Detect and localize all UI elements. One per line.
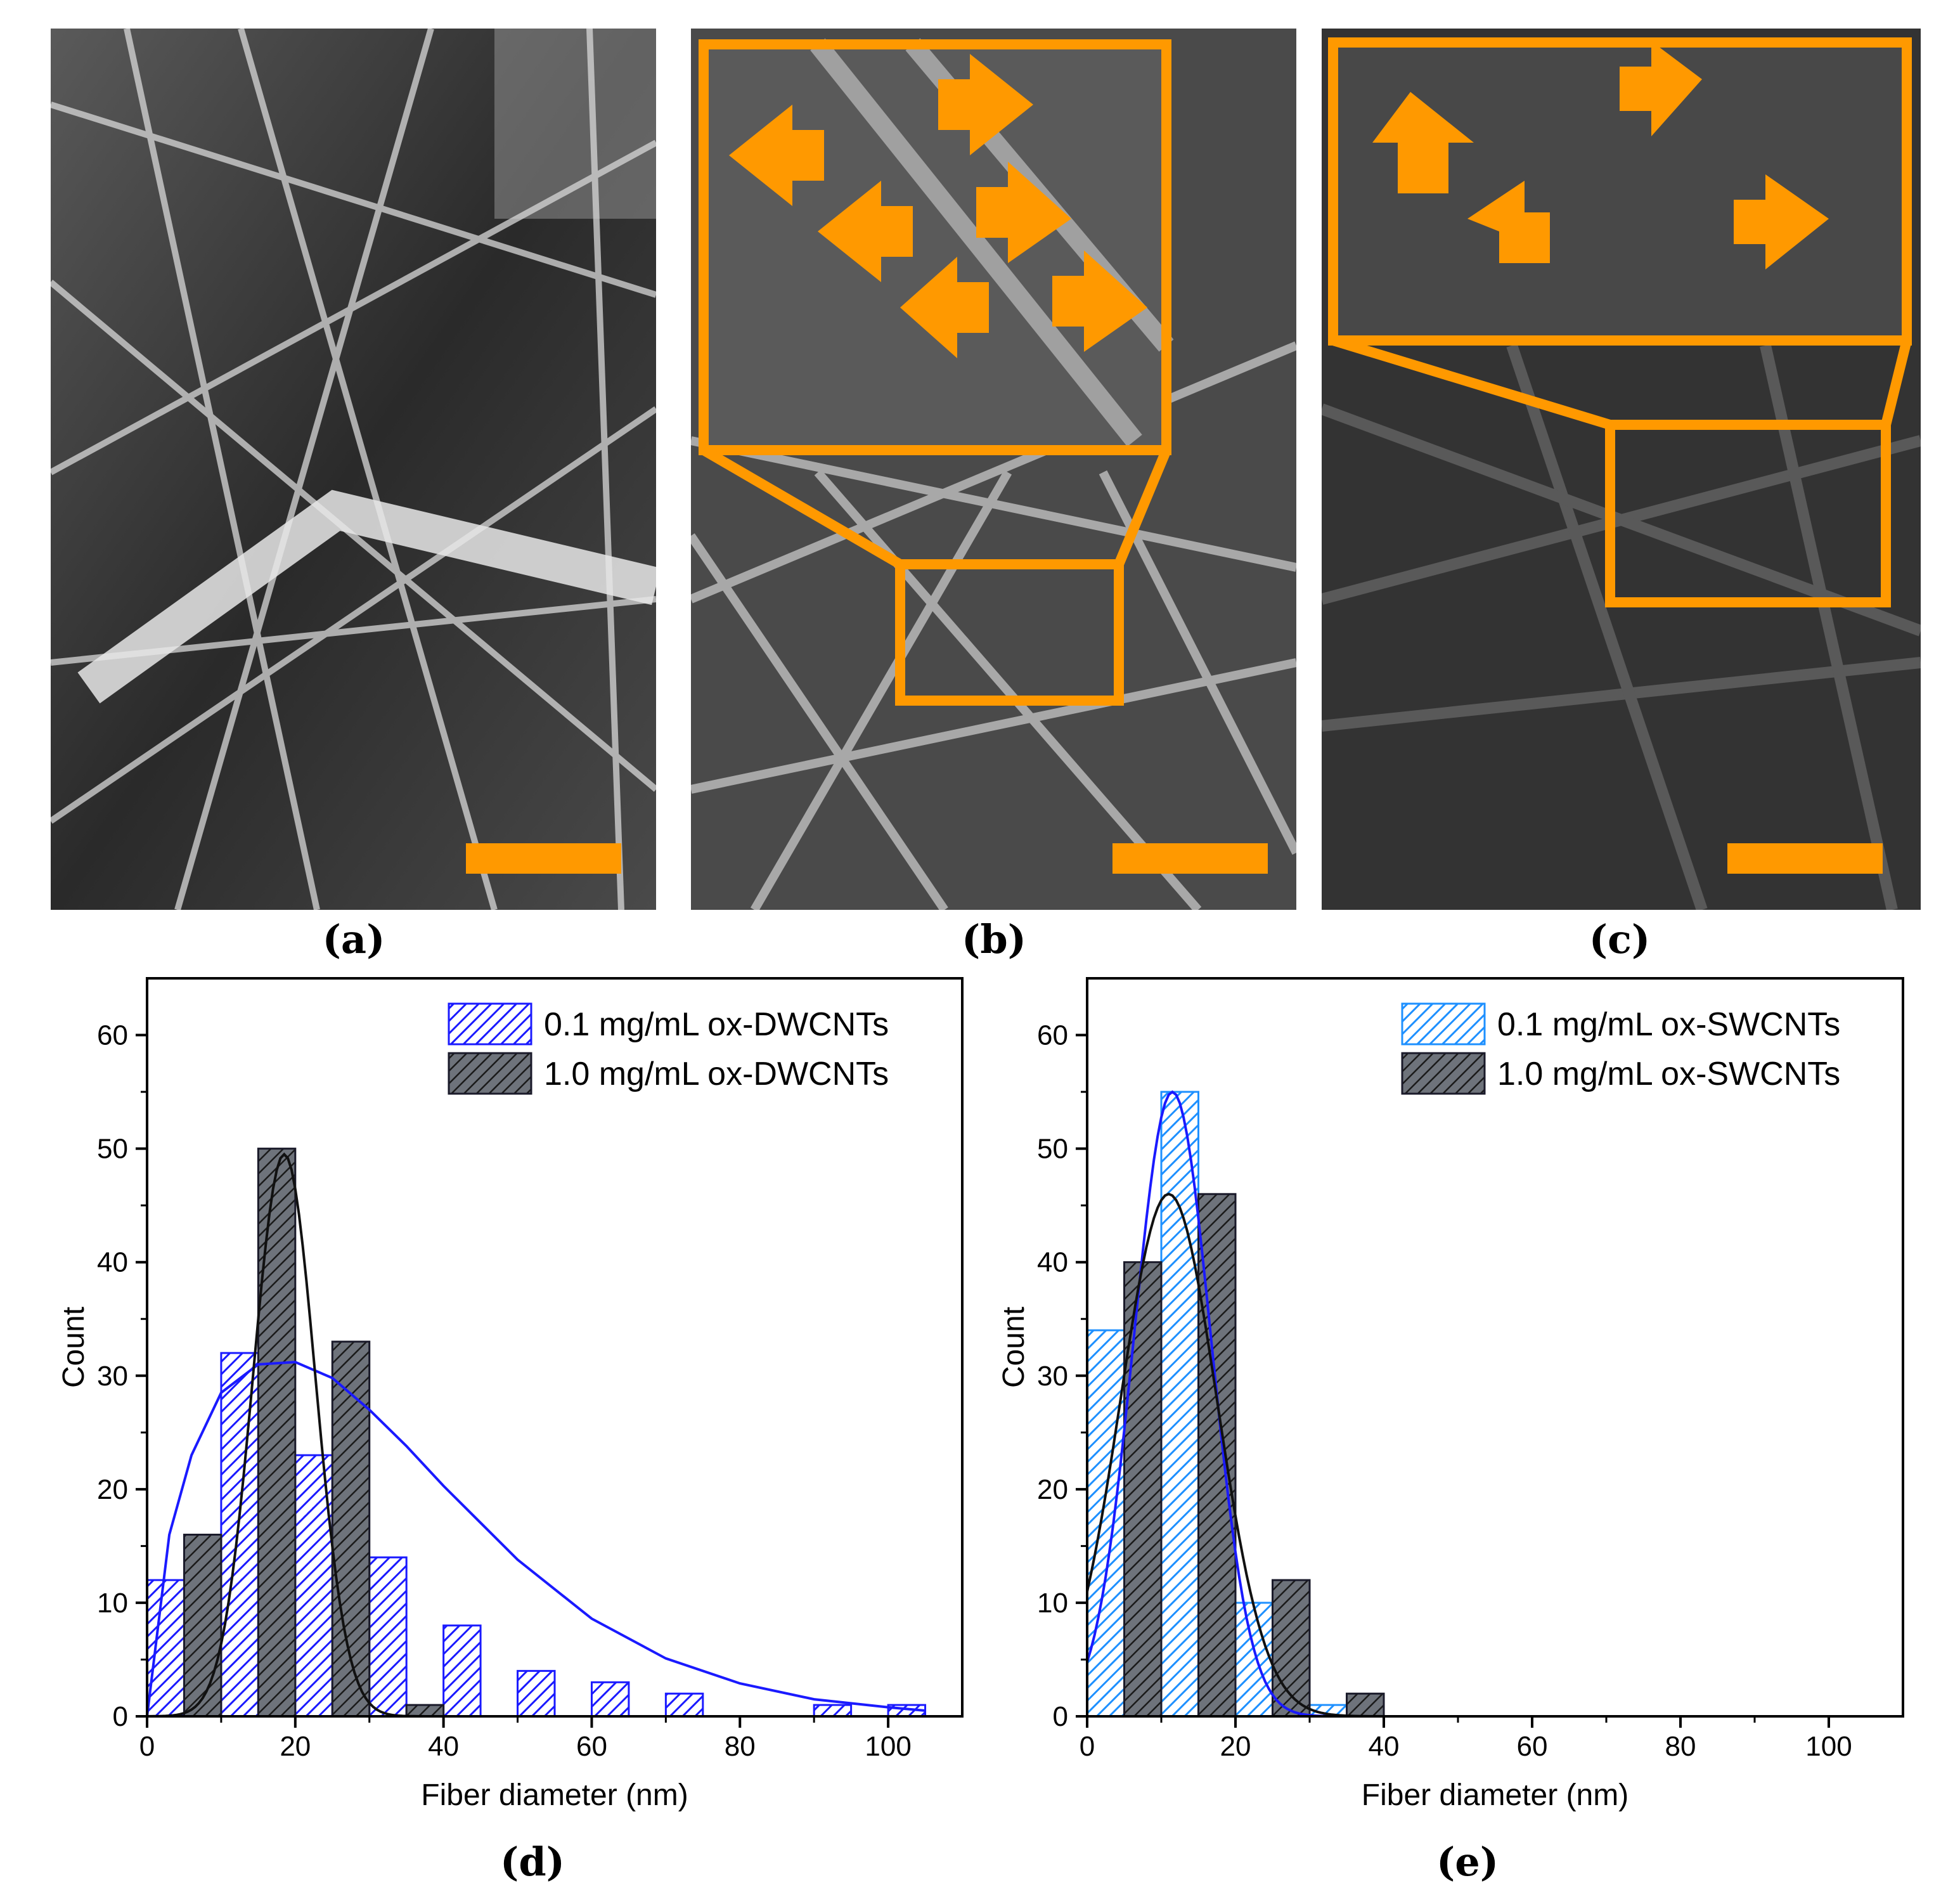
histogram-bar (813, 1704, 853, 1718)
y-tick-label: 60 (1037, 1020, 1068, 1051)
plot-frame (1086, 977, 1904, 1718)
x-tick-label: 40 (1369, 1731, 1400, 1762)
legend-swatch (1401, 1002, 1486, 1046)
x-axis-label: Fiber diameter (nm) (1362, 1778, 1628, 1812)
y-tick-label: 30 (97, 1361, 128, 1392)
legend-swatch (448, 1002, 532, 1046)
histogram-bar (1272, 1579, 1311, 1718)
histogram-bar (442, 1624, 482, 1718)
histogram-bar (257, 1148, 297, 1718)
chart-e: 0 20 40 60 80 100 0 10 20 30 40 50 60 Fiber diameter … (997, 977, 1904, 1812)
x-tick-label: 80 (1665, 1731, 1696, 1762)
x-tick-label: 60 (1517, 1731, 1548, 1762)
micrograph-a-image (51, 29, 656, 910)
y-tick-label: 0 (113, 1701, 128, 1732)
histogram-bar (220, 1352, 259, 1718)
histogram-bar (1234, 1602, 1274, 1718)
panel-label-b: (b) (961, 916, 1027, 962)
micrograph-b (691, 29, 1296, 910)
histogram-bar (405, 1704, 445, 1718)
panel-label-e: (e) (1436, 1839, 1499, 1885)
arrow-markers-b (729, 54, 1147, 358)
histogram-bar (146, 1579, 185, 1718)
panel-label-d: (d) (500, 1839, 565, 1885)
legend-label: 1.0 mg/mL ox-SWCNTs (1497, 1056, 1840, 1092)
scale-bar-c (1727, 843, 1883, 874)
plot-frame (146, 977, 964, 1718)
legend-swatch (1401, 1052, 1486, 1095)
y-tick-label: 30 (1037, 1361, 1068, 1392)
x-tick-label: 100 (865, 1731, 911, 1762)
legend-swatch (448, 1052, 532, 1095)
histogram-bar (1160, 1091, 1199, 1718)
micrograph-b-image (691, 29, 1296, 910)
panel-label-c: (c) (1589, 916, 1651, 962)
x-axis-label: Fiber diameter (nm) (421, 1778, 688, 1812)
histogram-bar (1086, 1329, 1125, 1718)
y-tick-label: 10 (97, 1588, 128, 1619)
y-tick-label: 20 (1037, 1474, 1068, 1505)
x-tick-label: 100 (1805, 1731, 1852, 1762)
x-tick-label: 60 (576, 1731, 607, 1762)
y-tick-label: 10 (1037, 1588, 1068, 1619)
y-axis-label: Count (57, 1307, 91, 1388)
histogram-bar (1346, 1692, 1385, 1718)
y-tick-label: 40 (1037, 1247, 1068, 1278)
y-tick-label: 0 (1053, 1701, 1068, 1732)
arrow-markers-c (1372, 41, 1829, 269)
histogram-bar (368, 1556, 408, 1718)
y-tick-label: 50 (97, 1134, 128, 1165)
scale-bar-a (466, 843, 621, 874)
y-tick-label: 60 (97, 1020, 128, 1051)
panel-label-a: (a) (322, 916, 385, 962)
micrograph-c-image (1322, 29, 1921, 910)
y-tick-label: 40 (97, 1247, 128, 1278)
histogram-bar (517, 1669, 556, 1718)
x-tick-label: 20 (1220, 1731, 1251, 1762)
fit-curve (146, 1361, 925, 1717)
histogram-bar (664, 1692, 704, 1718)
scale-bar-b (1112, 843, 1268, 874)
y-tick-label: 20 (97, 1474, 128, 1505)
histogram-bar (590, 1681, 630, 1718)
x-tick-label: 80 (725, 1731, 756, 1762)
x-tick-label: 0 (139, 1731, 155, 1762)
x-tick-label: 0 (1080, 1731, 1095, 1762)
x-tick-label: 40 (428, 1731, 459, 1762)
legend-label: 1.0 mg/mL ox-DWCNTs (544, 1056, 889, 1092)
legend-label: 0.1 mg/mL ox-DWCNTs (544, 1006, 889, 1043)
x-tick-label: 20 (280, 1731, 311, 1762)
y-tick-label: 50 (1037, 1134, 1068, 1165)
histogram-bar (1123, 1261, 1163, 1718)
micrograph-c (1322, 29, 1921, 910)
histogram-bar (183, 1533, 222, 1718)
chart-d: 0 20 40 60 80 100 0 10 20 30 40 50 60 Fiber diameter … (57, 977, 964, 1812)
micrograph-a (51, 29, 656, 910)
legend-label: 0.1 mg/mL ox-SWCNTs (1497, 1006, 1840, 1043)
y-axis-label: Count (997, 1307, 1031, 1388)
